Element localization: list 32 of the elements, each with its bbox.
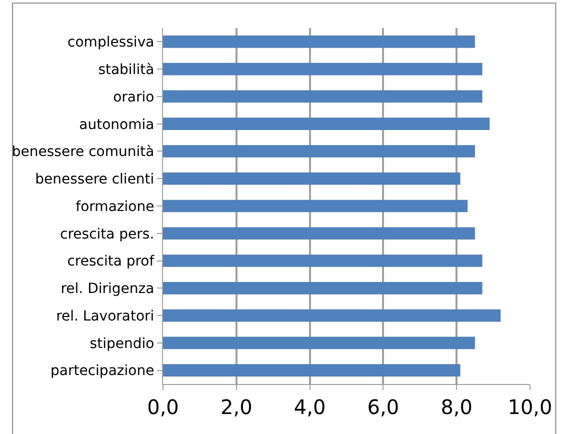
y-tick-label: formazione — [76, 198, 154, 215]
x-tick-label: 10,0 — [508, 395, 552, 419]
bar — [163, 200, 468, 212]
y-tick-label: stipendio — [90, 336, 154, 352]
bar — [163, 227, 475, 240]
y-tick-label: complessiva — [68, 34, 154, 51]
x-tick-label: 4,0 — [294, 395, 326, 419]
y-tick-label: stabilità — [98, 62, 154, 78]
y-tick-label: benessere comunità — [12, 144, 154, 160]
y-tick-label: orario — [113, 89, 154, 106]
y-tick-label: autonomia — [79, 116, 154, 133]
bar — [163, 90, 482, 103]
bar — [163, 254, 482, 267]
bar — [163, 145, 475, 158]
bar — [163, 336, 475, 350]
y-tick-label: crescita pers. — [60, 226, 154, 242]
y-tick-label: benessere clienti — [35, 172, 154, 188]
bar — [163, 36, 475, 48]
y-tick-label: rel. Lavoratori — [56, 308, 154, 324]
x-tick-label: 0,0 — [147, 395, 179, 419]
x-tick-label: 6,0 — [367, 395, 400, 419]
bar — [163, 364, 460, 376]
y-tick-label: crescita prof — [67, 254, 156, 270]
x-tick-label: 2,0 — [220, 395, 252, 419]
bar — [163, 309, 501, 322]
y-tick-label: rel. Dirigenza — [60, 281, 154, 298]
bar — [163, 62, 482, 76]
y-tick-label: partecipazione — [50, 363, 154, 380]
x-tick-label: 8,0 — [440, 395, 473, 419]
bar — [163, 172, 460, 185]
bar — [163, 118, 490, 130]
bar — [163, 282, 482, 294]
